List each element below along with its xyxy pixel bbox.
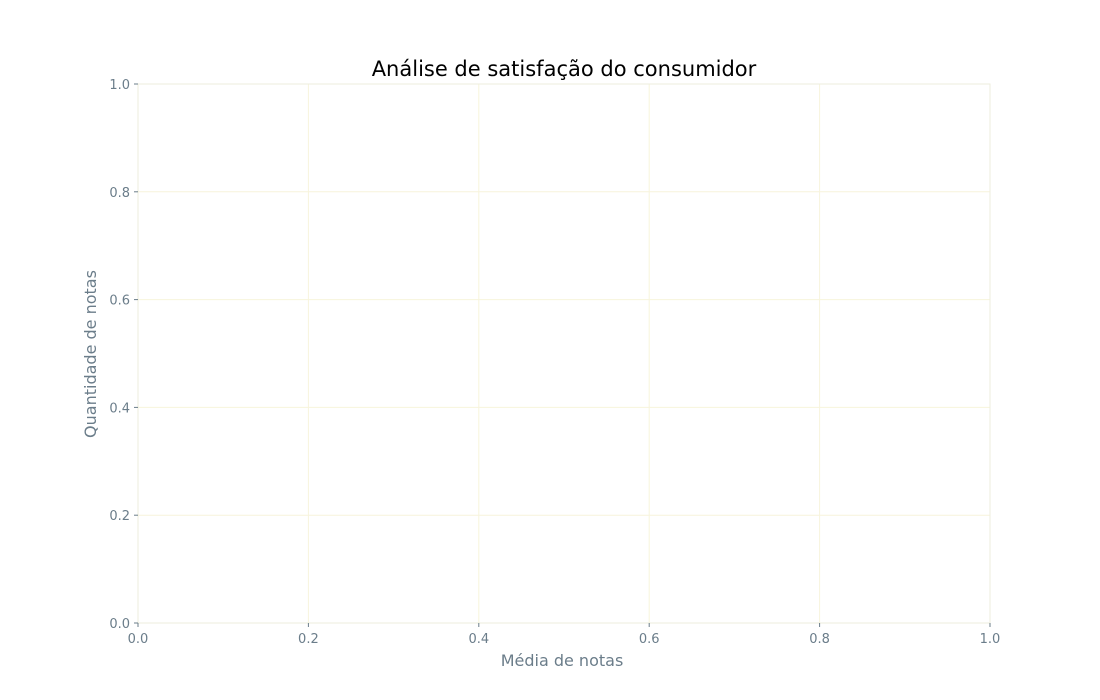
x-tick-label: 0.2	[298, 632, 319, 647]
y-tick-label: 1.0	[109, 78, 130, 93]
x-axis: 0.0 0.2 0.4 0.6 0.8 1.0	[128, 623, 1001, 647]
y-tick-label: 0.4	[109, 401, 130, 416]
y-axis-label: Quantidade de notas	[81, 270, 100, 438]
y-tick-label: 0.2	[109, 509, 130, 524]
chart-title: Análise de satisfação do consumidor	[372, 57, 757, 81]
x-axis-label: Média de notas	[501, 651, 624, 670]
x-tick-label: 0.6	[639, 632, 660, 647]
y-tick-label: 0.0	[109, 617, 130, 632]
plot-frame	[137, 83, 991, 624]
x-tick-label: 0.4	[468, 632, 489, 647]
x-tick-label: 0.0	[128, 632, 149, 647]
y-tick-label: 0.8	[109, 186, 130, 201]
y-axis: 0.0 0.2 0.4 0.6 0.8 1.0	[109, 78, 138, 632]
plot-area-border	[137, 83, 991, 624]
grid-layer	[137, 83, 991, 624]
y-tick-label: 0.6	[109, 294, 130, 309]
x-tick-label: 0.8	[809, 632, 830, 647]
x-tick-label: 1.0	[980, 632, 1001, 647]
